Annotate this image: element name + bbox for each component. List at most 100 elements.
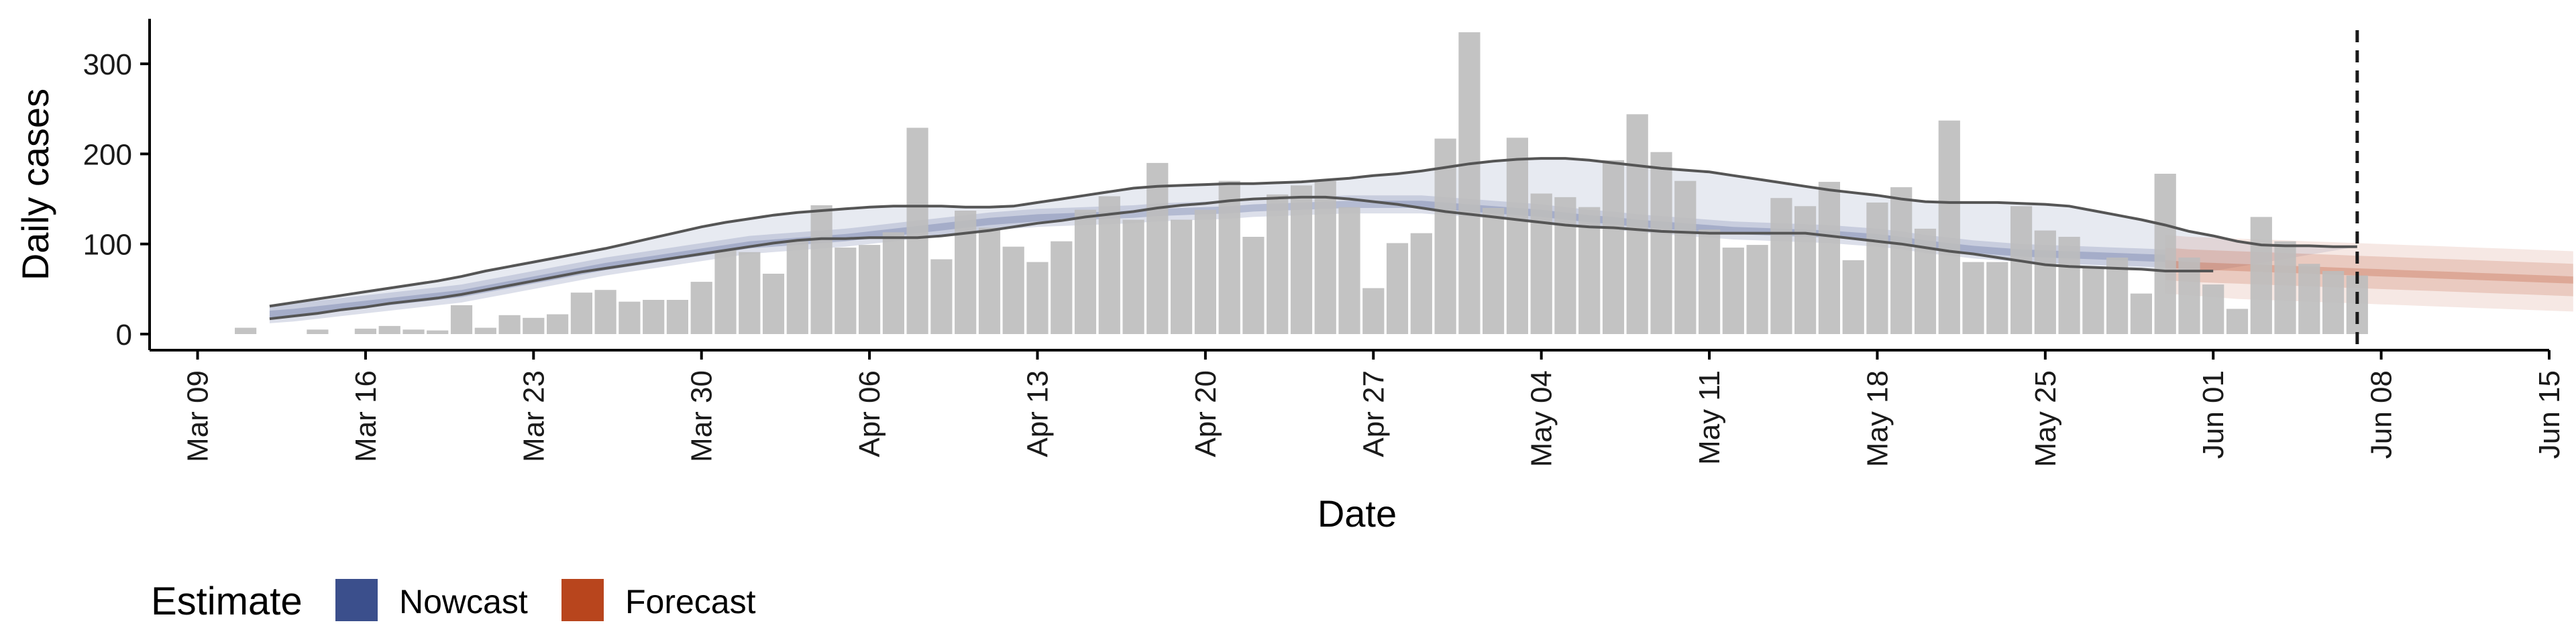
bar (1122, 219, 1144, 334)
x-tick-label: Apr 06 (853, 370, 886, 458)
bar (1074, 209, 1097, 334)
bar (1674, 180, 1697, 334)
bar (714, 250, 737, 334)
bar (570, 292, 592, 334)
bar (1602, 160, 1625, 335)
bar (378, 325, 400, 334)
x-tick-label: Mar 23 (517, 370, 550, 462)
x-tick-label: May 25 (2029, 370, 2062, 467)
bar (1626, 114, 1648, 335)
bar (1338, 207, 1360, 334)
bar (1171, 219, 1193, 334)
x-tick-label: Mar 30 (686, 370, 718, 462)
bar (2010, 206, 2033, 334)
bar (1554, 197, 1576, 334)
legend-swatch-nowcast (335, 579, 378, 621)
bar (1290, 185, 1313, 334)
bar (1458, 32, 1481, 334)
bar (955, 211, 977, 334)
nowcast-outer-lower-line (269, 195, 2214, 321)
bar (1218, 180, 1240, 334)
bar (690, 282, 712, 334)
bar (1866, 202, 1888, 334)
x-tick-label: Jun 08 (2365, 370, 2398, 459)
bar (2178, 257, 2200, 334)
bar (1914, 228, 1937, 334)
bar (2202, 284, 2224, 334)
bar (427, 330, 449, 334)
bar (1962, 262, 1984, 334)
bar (2226, 309, 2249, 334)
bar (474, 327, 496, 334)
y-ticks: 0 100 200 300 (83, 48, 150, 352)
legend: Estimate Nowcast Forecast (151, 579, 756, 623)
bar (235, 327, 257, 334)
bar (1699, 229, 1721, 334)
bar (594, 290, 616, 334)
bar (1362, 288, 1385, 334)
line-layer (269, 157, 2357, 321)
bar (643, 300, 665, 334)
bar (1410, 233, 1432, 334)
y-tick-label: 200 (83, 138, 132, 171)
x-tick-label: Jun 15 (2533, 370, 2566, 459)
bar (835, 248, 857, 334)
bar (739, 252, 761, 334)
x-tick-label: Apr 13 (1021, 370, 1054, 458)
legend-title: Estimate (151, 580, 303, 623)
bar (1026, 262, 1049, 334)
bar (1746, 245, 1768, 334)
legend-swatch-forecast (561, 579, 604, 621)
bar (2154, 174, 2176, 334)
bar (1794, 206, 1817, 334)
bar (2250, 217, 2272, 334)
bar (619, 301, 641, 334)
bar (666, 300, 688, 334)
bar (547, 314, 569, 334)
bar (1938, 120, 1960, 334)
y-axis-title: Daily cases (14, 89, 56, 280)
bar (882, 232, 904, 334)
bar (1722, 248, 1744, 334)
bar (2082, 266, 2104, 334)
x-tick-label: May 04 (1525, 370, 1558, 467)
x-tick-label: May 11 (1693, 370, 1726, 465)
bar (1146, 162, 1169, 334)
bar (859, 245, 881, 334)
bar (930, 259, 953, 334)
bar (2130, 293, 2152, 334)
bar (523, 317, 545, 334)
bar (1530, 193, 1552, 334)
bar (2322, 271, 2345, 334)
bar (1267, 194, 1289, 334)
bar (1842, 260, 1864, 334)
x-ticks: Mar 09 Mar 16 Mar 23 Mar 30 Apr 06 Apr 13 Apr … (182, 350, 2566, 467)
bar (2058, 237, 2080, 334)
bar (2346, 275, 2368, 334)
bar (1002, 246, 1024, 334)
bar (1650, 152, 1672, 334)
y-tick-label: 0 (116, 319, 132, 352)
bar (402, 329, 425, 334)
x-tick-label: Apr 27 (1357, 370, 1390, 458)
bar (1098, 196, 1120, 334)
bar (498, 315, 521, 334)
bar (762, 274, 785, 334)
nowcast-outer-upper-line (269, 157, 2357, 308)
x-tick-label: May 18 (1861, 370, 1894, 467)
bar (450, 305, 473, 334)
bar (2298, 264, 2320, 334)
bar (2034, 230, 2056, 334)
bar (1314, 180, 1336, 334)
bar (1986, 262, 2008, 334)
y-tick-label: 100 (83, 229, 132, 262)
bar (1890, 187, 1913, 334)
x-tick-label: Apr 20 (1189, 370, 1222, 458)
bar (1434, 138, 1456, 334)
bar (1194, 209, 1216, 334)
x-axis-title: Date (1318, 492, 1397, 535)
bar (1386, 243, 1409, 334)
bar-layer (235, 32, 2368, 335)
y-tick-label: 300 (83, 48, 132, 81)
